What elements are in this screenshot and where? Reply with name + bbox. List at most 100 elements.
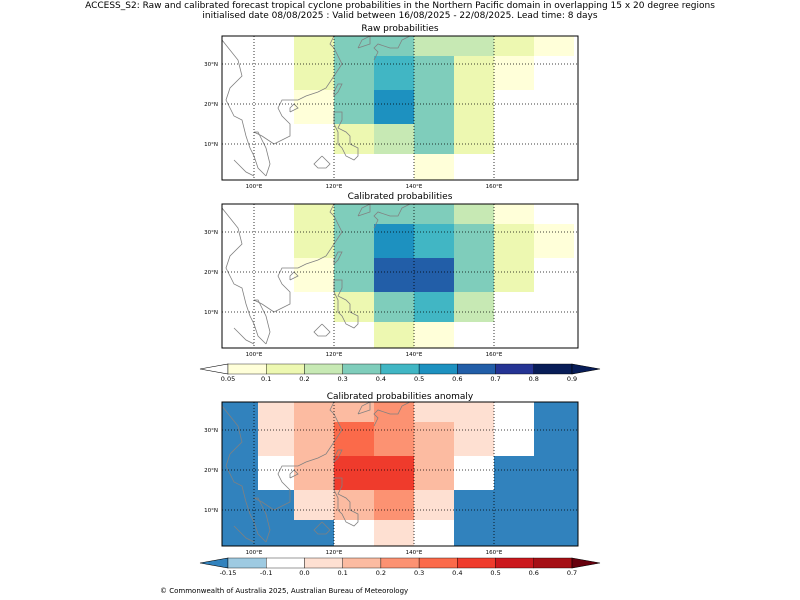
map-1-cell-r0-c3 bbox=[414, 204, 454, 224]
colorbar-1-swatch-6 bbox=[457, 363, 496, 375]
map-1-cell-r2-c2 bbox=[374, 258, 414, 292]
map-2-cell-r1-c1 bbox=[258, 422, 294, 456]
colorbar-1-swatch-7 bbox=[495, 363, 534, 375]
map-2-cell-r2-c7 bbox=[494, 456, 534, 490]
map-0-cell-r0-c5 bbox=[494, 36, 534, 56]
map-2-cell-r3-c0 bbox=[222, 490, 258, 520]
colorbar-1-over-arrow bbox=[571, 363, 601, 375]
map-0-cell-r0-c0 bbox=[294, 36, 334, 56]
map-1-cell-r2-c4 bbox=[454, 258, 494, 292]
map-1-x-tick-label: 120°E bbox=[326, 352, 343, 358]
map-0-cell-r2-c1 bbox=[334, 90, 374, 124]
colorbar-2-swatch-7 bbox=[495, 557, 534, 569]
map-2-cell-r1-c0 bbox=[222, 422, 258, 456]
map-2-cell-r4-c1 bbox=[258, 520, 294, 546]
map-0-cell-r1-c1 bbox=[334, 56, 374, 90]
map-2-cell-r2-c5 bbox=[414, 456, 454, 490]
map-2-cell-r0-c8 bbox=[534, 402, 578, 422]
map-0-cell-r2-c2 bbox=[374, 90, 414, 124]
map-2-cell-r2-c1 bbox=[258, 456, 294, 490]
map-2-cell-r1-c2 bbox=[294, 422, 334, 456]
map-2-cell-r0-c1 bbox=[258, 402, 294, 422]
map-1-cell-r1-c4 bbox=[454, 224, 494, 258]
map-2-cell-r0-c3 bbox=[334, 402, 374, 422]
map-1-cell-r1-c1 bbox=[334, 224, 374, 258]
map-2-cell-r3-c7 bbox=[494, 490, 534, 520]
colorbar-2-swatch-1 bbox=[266, 557, 305, 569]
colorbar-1-tick-label: 0.1 bbox=[261, 375, 271, 383]
map-2-cell-r3-c3 bbox=[334, 490, 374, 520]
map-2-cell-r4-c2 bbox=[294, 520, 334, 546]
map-0-y-tick-label: 30°N bbox=[204, 62, 218, 68]
map-0-cell-r3-c2 bbox=[374, 124, 414, 154]
colorbar-2-swatch-2 bbox=[304, 557, 343, 569]
map-1-cell-r3-c4 bbox=[454, 292, 494, 322]
map-2-y-tick-label: 10°N bbox=[204, 508, 218, 514]
colorbar-2-tick-label: 0.0 bbox=[299, 569, 309, 577]
map-2-cell-r2-c3 bbox=[334, 456, 374, 490]
map-0-cell-r1-c5 bbox=[494, 56, 534, 90]
map-0-coastline-2 bbox=[333, 83, 343, 97]
map-0-cell-r3-c1 bbox=[334, 124, 374, 154]
map-1-cell-r1-c2 bbox=[374, 224, 414, 258]
anomaly-panel-title: Calibrated probabilities anomaly bbox=[326, 392, 474, 402]
map-2-cell-r0-c7 bbox=[494, 402, 534, 422]
map-2-cell-r0-c6 bbox=[454, 402, 494, 422]
map-2-cell-r4-c5 bbox=[414, 520, 454, 546]
map-0-cell-r0-c1 bbox=[334, 36, 374, 56]
map-0-cell-r1-c2 bbox=[374, 56, 414, 90]
map-2-cell-r3-c1 bbox=[258, 490, 294, 520]
map-1-cell-r4-c3 bbox=[414, 322, 454, 348]
colorbar-1-tick-label: 0.2 bbox=[299, 375, 309, 383]
map-0-coastline-0 bbox=[221, 39, 267, 177]
map-2-cell-r0-c4 bbox=[374, 402, 414, 422]
map-2-cell-r1-c8 bbox=[534, 422, 578, 456]
map-0-frame bbox=[221, 35, 579, 181]
map-2-coastline-5 bbox=[313, 521, 331, 535]
map-1-coastline-4 bbox=[333, 279, 359, 329]
colorbar-1-tick-label: 0.6 bbox=[452, 375, 462, 383]
map-2-cell-r1-c5 bbox=[414, 422, 454, 456]
map-1-x-tick-label: 140°E bbox=[406, 352, 423, 358]
map-1-cell-r3-c1 bbox=[334, 292, 374, 322]
colorbar-1-swatch-5 bbox=[418, 363, 458, 375]
map-2-cell-r2-c6 bbox=[454, 456, 494, 490]
map-2-coastline-7 bbox=[373, 401, 411, 427]
map-1-cell-r1-c3 bbox=[414, 224, 454, 258]
map-1-y-tick-label: 10°N bbox=[204, 310, 218, 316]
map-0-cell-r0-c3 bbox=[414, 36, 454, 56]
map-1-x-tick-label: 160°E bbox=[486, 352, 503, 358]
colorbar-2-tick-label: 0.3 bbox=[414, 569, 424, 577]
map-2-cell-r4-c8 bbox=[534, 520, 578, 546]
map-0-coastline-5 bbox=[313, 155, 331, 169]
map-0-cell-r2-c0 bbox=[294, 90, 334, 124]
raw-probabilities-map: 100°E 120°E 140°E 160°E 10°N 20°N 30°N bbox=[204, 35, 579, 190]
colorbar-1-tick-label: 0.8 bbox=[529, 375, 539, 383]
map-0-coastline-7 bbox=[373, 35, 411, 61]
map-1-cell-r0-c1 bbox=[334, 204, 374, 224]
colorbar-1-tick-label: 0.5 bbox=[414, 375, 424, 383]
colorbar-2-swatch-5 bbox=[418, 557, 458, 569]
map-0-coastline-8 bbox=[233, 159, 255, 177]
colorbar-2-over-arrow bbox=[571, 557, 601, 569]
map-0-cell-r2-c4 bbox=[454, 90, 494, 124]
map-0-cell-r3-c3 bbox=[414, 124, 454, 154]
colorbar-1-under-arrow bbox=[199, 363, 229, 375]
map-0-cell-r1-c3 bbox=[414, 56, 454, 90]
map-0-y-tick-label: 20°N bbox=[204, 102, 218, 108]
map-0-cell-r2-c3 bbox=[414, 90, 454, 124]
anomaly-colorbar: -0.15 -0.1 0.0 0.1 0.2 0.3 0.4 0.5 0.6 0.7 bbox=[199, 557, 601, 577]
figure-title: ACCESS_S2: Raw and calibrated forecast t… bbox=[85, 1, 715, 11]
map-0-cell-r0-c2 bbox=[374, 36, 414, 56]
map-1-cell-r2-c5 bbox=[494, 258, 534, 292]
map-2-x-tick-label: 100°E bbox=[246, 550, 263, 556]
map-0-cell-r3-c4 bbox=[454, 124, 494, 154]
map-1-coastline-0 bbox=[221, 207, 267, 345]
colorbar-2-tick-label: -0.15 bbox=[220, 569, 237, 577]
map-1-cell-r0-c5 bbox=[494, 204, 534, 224]
map-1-coastline-7 bbox=[373, 203, 411, 229]
map-0-cell-r0-c4 bbox=[454, 36, 494, 56]
map-2-cell-r3-c5 bbox=[414, 490, 454, 520]
map-2-cell-r0-c2 bbox=[294, 402, 334, 422]
map-0-cell-r1-c0 bbox=[294, 56, 334, 90]
